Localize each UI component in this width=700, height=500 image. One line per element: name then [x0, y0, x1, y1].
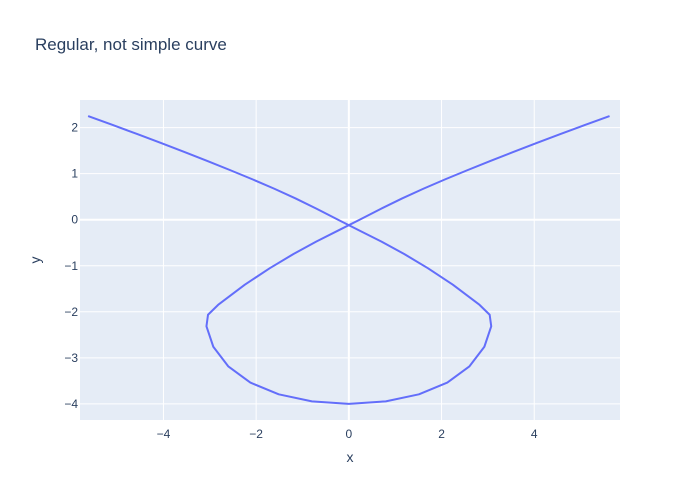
y-tick-label: −2 — [64, 305, 78, 319]
y-axis-title: y — [27, 257, 43, 264]
x-tick-labels: −4 −2 0 2 4 — [157, 427, 538, 441]
plot-area — [80, 100, 620, 420]
y-tick-label: 0 — [71, 213, 78, 227]
zero-lines — [80, 100, 620, 420]
x-tick-label: 2 — [438, 427, 445, 441]
x-axis-title: x — [347, 449, 354, 465]
series-layer — [87, 115, 610, 405]
x-tick-label: −4 — [157, 427, 171, 441]
grid-lines — [80, 100, 620, 420]
chart-title: Regular, not simple curve — [35, 35, 227, 54]
y-tick-label: −1 — [64, 259, 78, 273]
y-tick-label: −4 — [64, 397, 78, 411]
y-tick-label: 1 — [71, 167, 78, 181]
series-line — [87, 115, 610, 405]
y-tick-label: 2 — [71, 121, 78, 135]
y-tick-label: −3 — [64, 351, 78, 365]
x-tick-label: 4 — [531, 427, 538, 441]
y-tick-labels: 2 1 0 −1 −2 −3 −4 — [64, 121, 78, 411]
x-tick-label: −2 — [249, 427, 263, 441]
x-tick-label: 0 — [345, 427, 352, 441]
